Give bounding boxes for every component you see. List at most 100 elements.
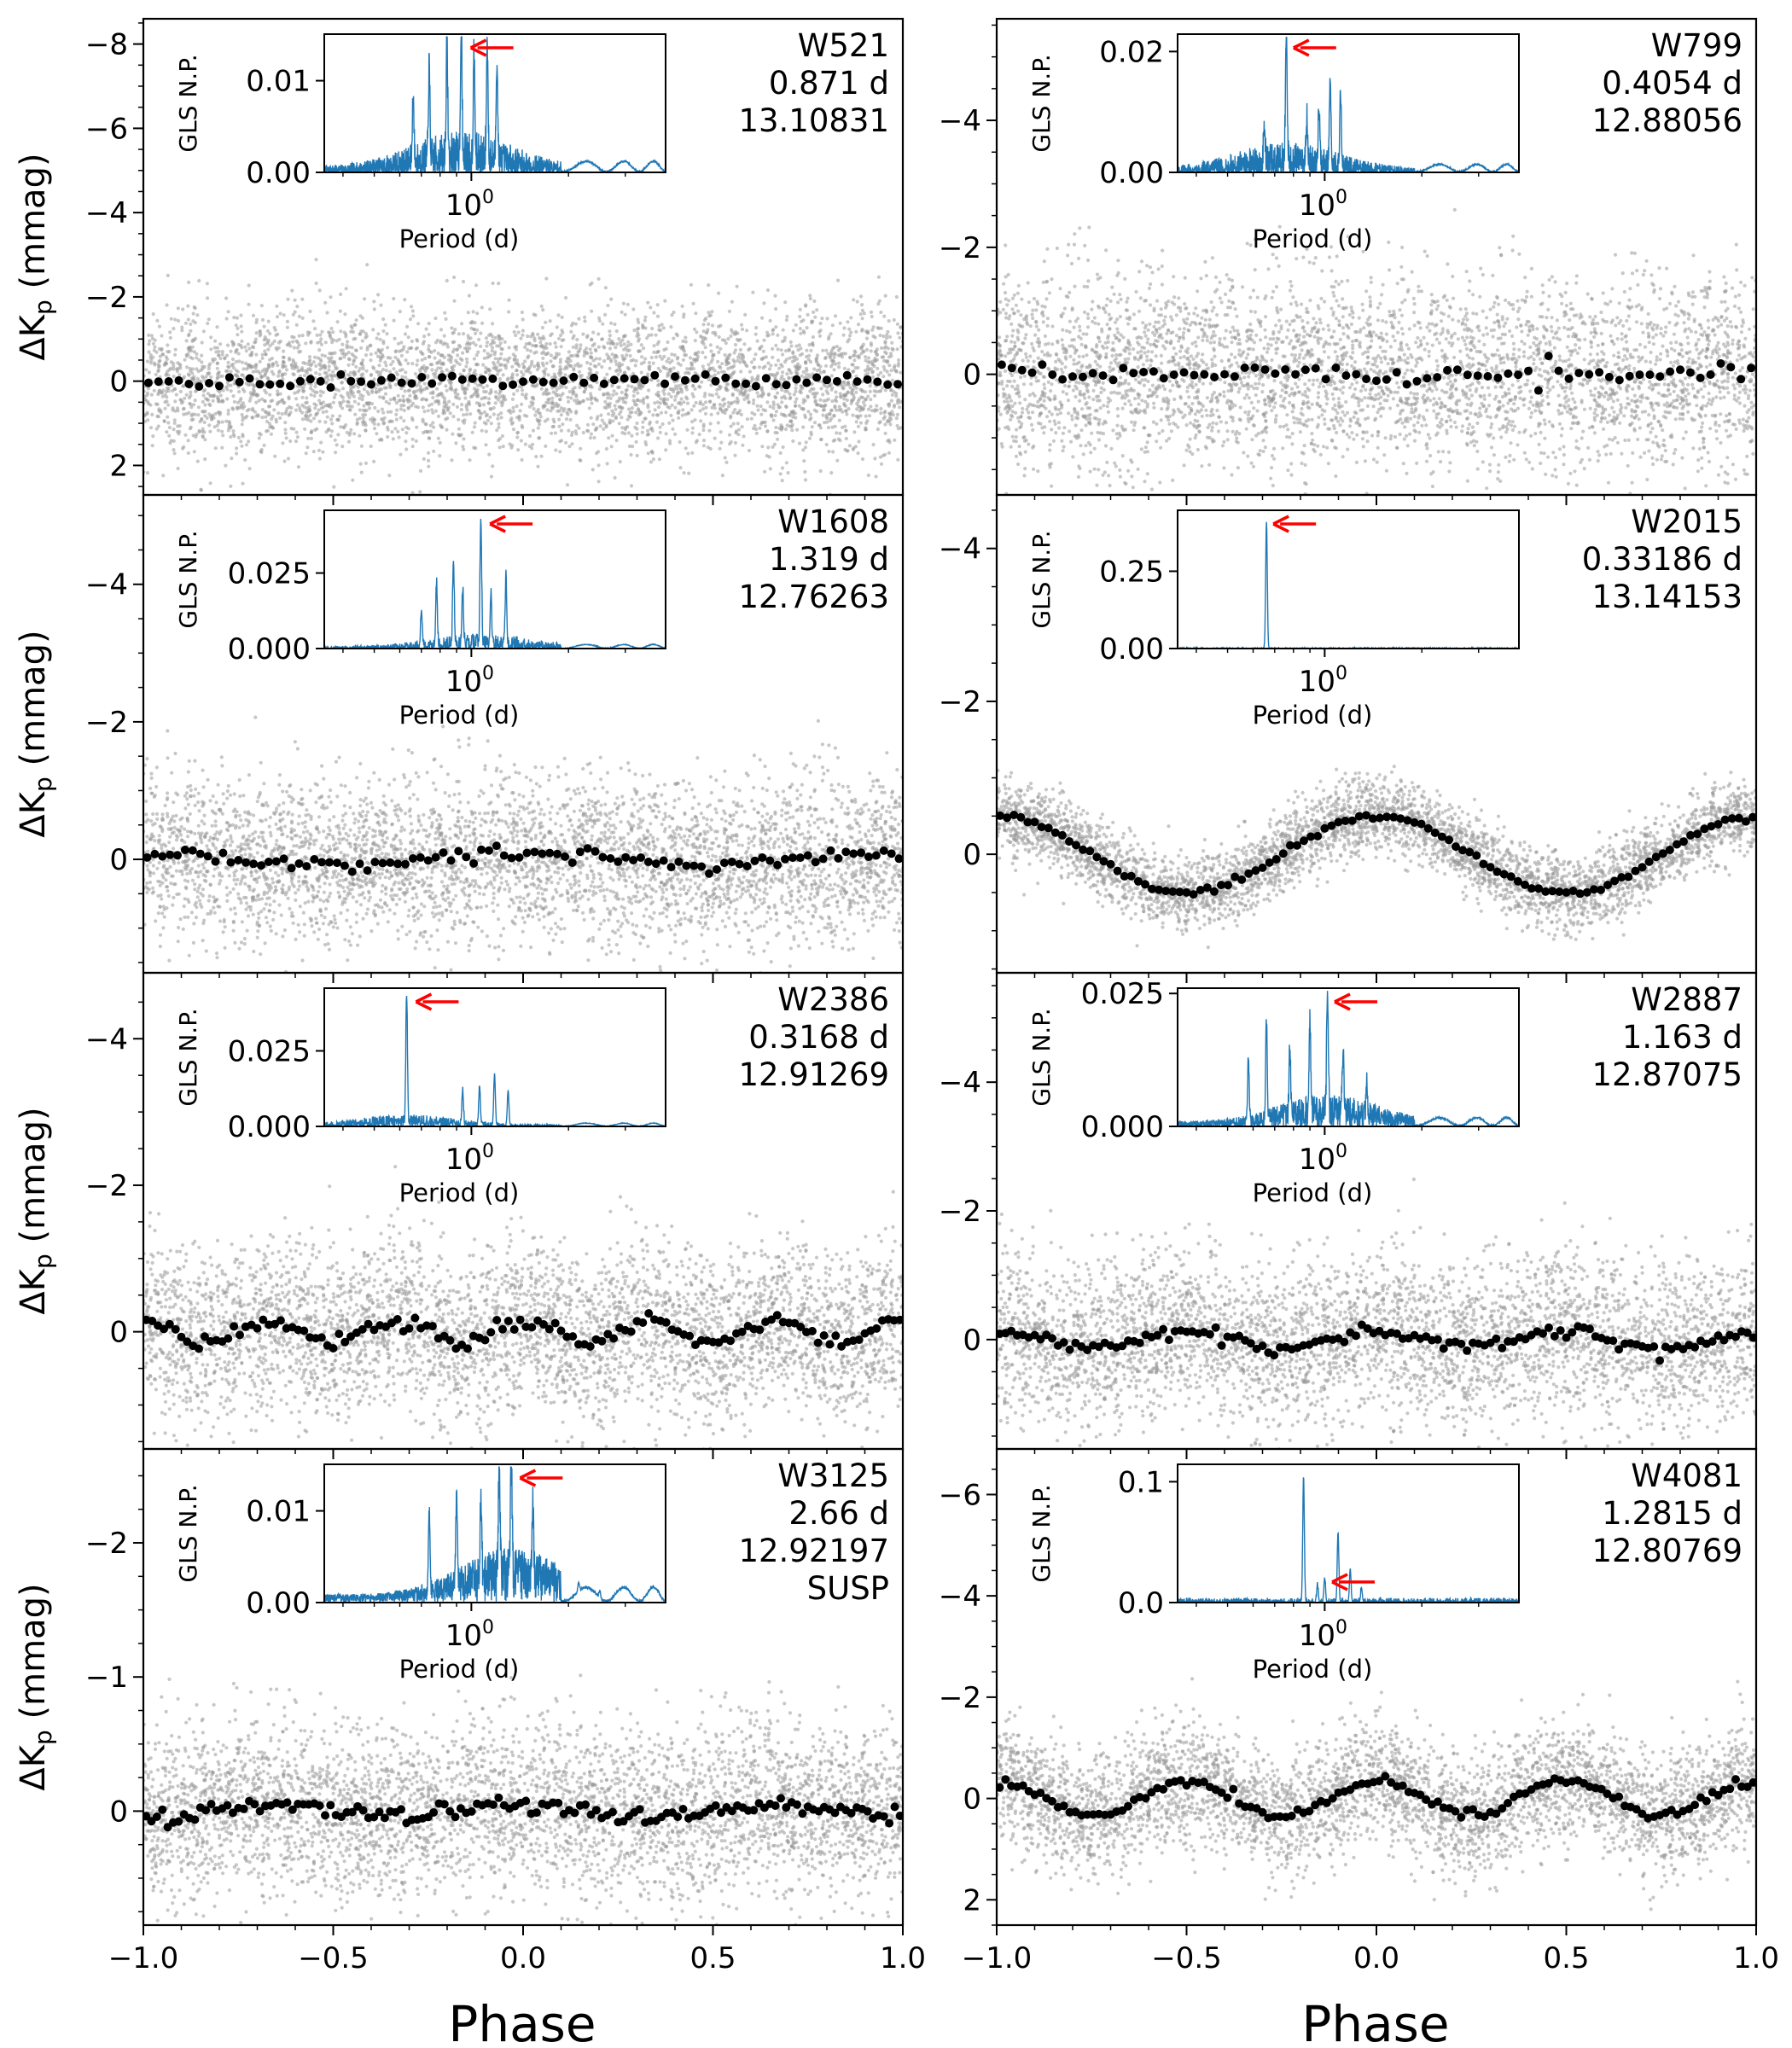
raw-point	[714, 392, 719, 396]
raw-point	[1027, 410, 1031, 415]
raw-point	[461, 351, 465, 355]
raw-point	[468, 367, 473, 371]
raw-point	[558, 374, 562, 378]
raw-point	[756, 394, 760, 399]
raw-point	[830, 323, 835, 328]
binned-point	[509, 380, 518, 389]
raw-point	[209, 375, 213, 379]
raw-point	[372, 300, 376, 304]
raw-point	[244, 349, 248, 353]
raw-point	[488, 342, 493, 346]
raw-point	[148, 361, 153, 365]
raw-point	[508, 442, 512, 446]
raw-point	[482, 348, 486, 353]
raw-point	[1478, 406, 1482, 410]
raw-point	[162, 419, 166, 423]
raw-point	[861, 395, 865, 400]
raw-point	[752, 365, 756, 369]
raw-point	[237, 359, 241, 364]
raw-point	[433, 399, 438, 404]
raw-point	[804, 366, 809, 370]
raw-point	[633, 364, 637, 368]
raw-point	[701, 422, 706, 427]
raw-point	[484, 414, 488, 418]
raw-point	[241, 481, 245, 486]
raw-point	[698, 385, 702, 389]
raw-point	[387, 401, 392, 405]
raw-point	[783, 414, 788, 418]
binned-point	[367, 380, 375, 389]
raw-point	[387, 474, 392, 478]
binned-point	[771, 380, 781, 389]
raw-point	[1036, 469, 1040, 474]
raw-point	[330, 414, 335, 418]
raw-point	[1392, 309, 1396, 313]
raw-point	[609, 359, 614, 364]
raw-point	[629, 452, 633, 457]
raw-point	[168, 441, 172, 445]
raw-point	[858, 294, 864, 299]
raw-point	[558, 360, 562, 364]
raw-point	[544, 400, 549, 404]
raw-point	[893, 364, 897, 368]
raw-point	[364, 383, 368, 387]
raw-point	[243, 345, 247, 349]
raw-point	[376, 370, 381, 375]
raw-point	[352, 337, 356, 341]
raw-point	[1568, 353, 1573, 358]
raw-point	[597, 387, 602, 392]
raw-point	[189, 329, 193, 333]
raw-point	[539, 454, 544, 458]
plot-area	[143, 258, 903, 495]
raw-point	[404, 431, 409, 435]
raw-point	[756, 408, 760, 412]
raw-point	[224, 463, 228, 468]
raw-point	[815, 403, 819, 407]
raw-point	[1115, 407, 1120, 411]
raw-point	[263, 374, 267, 378]
raw-point	[804, 361, 808, 365]
raw-point	[799, 331, 803, 335]
raw-point	[462, 368, 466, 372]
raw-point	[427, 404, 431, 408]
raw-point	[614, 439, 619, 443]
raw-point	[397, 360, 402, 364]
raw-point	[1222, 366, 1227, 370]
raw-point	[810, 425, 814, 429]
raw-point	[378, 358, 382, 363]
raw-point	[151, 341, 155, 346]
inset-y-axis-label: GLS N.P.	[174, 54, 202, 152]
raw-point	[851, 398, 856, 402]
raw-point	[719, 385, 723, 389]
raw-point	[181, 384, 185, 388]
raw-point	[536, 332, 540, 336]
raw-point	[515, 369, 519, 373]
raw-point	[362, 387, 366, 392]
raw-point	[780, 374, 784, 378]
raw-point	[561, 409, 566, 413]
raw-point	[422, 364, 426, 369]
raw-point	[653, 401, 657, 405]
raw-point	[376, 332, 381, 336]
raw-point	[1524, 323, 1528, 327]
raw-point	[641, 323, 645, 327]
raw-point	[512, 357, 517, 361]
raw-point	[339, 329, 343, 334]
raw-point	[692, 327, 697, 331]
raw-point	[521, 329, 526, 333]
raw-point	[305, 445, 310, 450]
raw-point	[549, 353, 554, 358]
raw-point	[574, 410, 579, 414]
raw-point	[797, 343, 801, 347]
raw-point	[436, 366, 440, 370]
raw-point	[503, 398, 508, 402]
raw-point	[404, 425, 409, 429]
raw-point	[703, 411, 708, 416]
raw-point	[184, 393, 189, 397]
raw-point	[396, 393, 400, 398]
raw-point	[833, 404, 837, 409]
raw-point	[1507, 419, 1511, 423]
raw-point	[304, 369, 308, 374]
raw-point	[217, 349, 221, 354]
raw-point	[646, 451, 650, 456]
